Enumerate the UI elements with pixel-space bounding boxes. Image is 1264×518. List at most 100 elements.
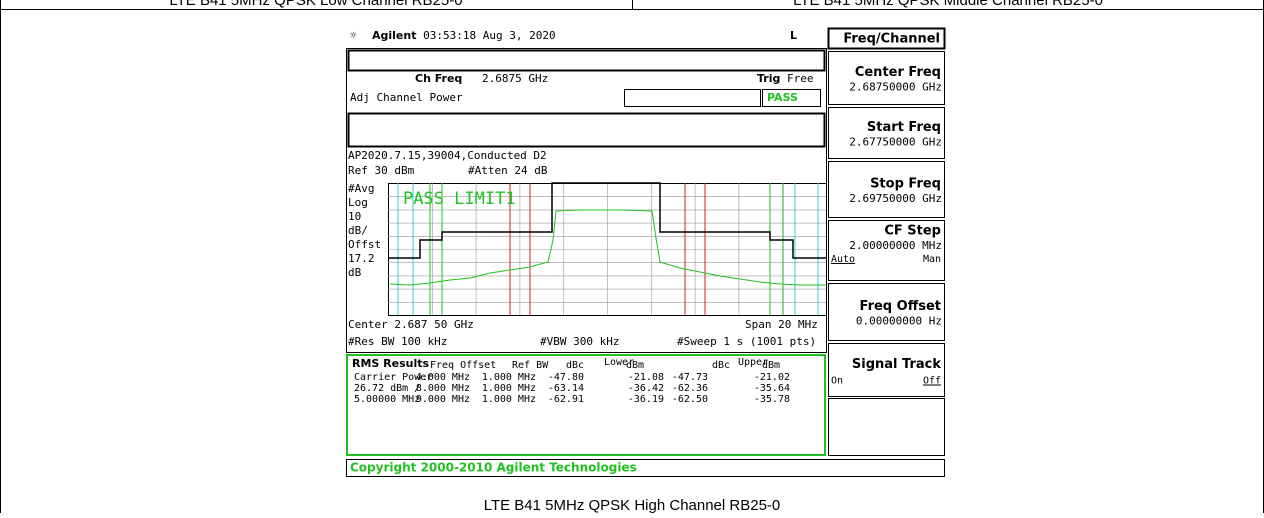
pass-flag: PASS [767, 91, 798, 104]
y-label: 17.2 [348, 252, 375, 265]
softkey [828, 51, 945, 105]
softkey-label: Center Freq [855, 65, 941, 80]
result-cell: -36.19 [628, 394, 664, 405]
timestamp: 03:53:18 Aug 3, 2020 [423, 29, 555, 42]
column-header: Lower [604, 357, 634, 368]
copyright-bar [346, 459, 945, 477]
column-header: dBc [712, 360, 730, 371]
result-cell: -47.73 [672, 372, 708, 383]
status: Agilent 03:53:18 Aug 3, 2020 [372, 29, 556, 42]
box [347, 112, 826, 148]
softkey-value: 2.68750000 GHz [849, 81, 942, 94]
label: Ch Freq [415, 72, 462, 85]
span: Span 20 MHz [745, 318, 818, 331]
softkey-value: 2.00000000 MHz [849, 239, 942, 252]
carrier-info: 26.72 dBm / [354, 383, 420, 394]
softkey-value: 2.69750000 GHz [849, 192, 942, 205]
result-cell: -21.08 [628, 372, 664, 383]
result-cell: -47.80 [548, 372, 584, 383]
vbw: #VBW 300 kHz [540, 335, 619, 348]
softkey [828, 283, 945, 341]
y-label: Log [348, 196, 368, 209]
result-cell: -35.78 [754, 394, 790, 405]
label: Trig Free [757, 72, 814, 85]
box [624, 89, 761, 107]
softkey-label: Stop Freq [870, 177, 941, 192]
menu-title-box [827, 27, 946, 50]
y-label: dB/ [348, 224, 368, 237]
y-label: Offst [348, 238, 381, 251]
value: 2.6875 GHz [482, 72, 548, 85]
ref-level: Ref 30 dBm [348, 164, 415, 177]
carrier-info: 5.00000 MHz [354, 394, 420, 405]
softkey-option: Off [923, 376, 941, 387]
result-cell: 1.000 MHz [482, 383, 536, 394]
limit-line [388, 182, 826, 259]
brand: Agilent [372, 29, 416, 42]
column-header: Ref BW [512, 360, 549, 371]
icon: ☼ [350, 29, 357, 42]
column-header: dBm [626, 360, 644, 371]
result-cell: -63.14 [548, 383, 584, 394]
column-header: dBm [762, 360, 780, 371]
softkey-option: Auto [831, 254, 855, 265]
softkey-label: Start Freq [867, 120, 941, 135]
softkey-label: Freq Offset [860, 299, 941, 314]
softkey-value: 2.67750000 GHz [849, 136, 942, 149]
value: Free [787, 72, 814, 85]
cell-caption: LTE B41 5MHz QPSK Low Channel RB25-0 [169, 0, 462, 9]
results-box [346, 354, 826, 456]
softkey-option: On [831, 376, 843, 387]
analyzer-screen: ☼ Agilent 03:53:18 Aug 3, 2020 L Ch Freq… [346, 27, 946, 477]
result-cell: -21.02 [754, 372, 790, 383]
y-label: 10 [348, 210, 361, 223]
result-cell: 1.000 MHz [482, 372, 536, 383]
softkey-value: 0.00000000 Hz [856, 315, 942, 328]
softkey [828, 398, 945, 456]
copyright: Copyright 2000-2010 Agilent Technologies [350, 461, 637, 475]
annotation: AP2020.7.15,39004,Conducted D2 [348, 149, 547, 162]
softkey [828, 343, 945, 397]
result-cell: 9.000 MHz [416, 394, 470, 405]
result-cell: 4.000 MHz [416, 372, 470, 383]
sweep: #Sweep 1 s (1001 pts) [677, 335, 816, 348]
result-cell: -35.64 [754, 383, 790, 394]
column-header: Upper [738, 357, 768, 368]
column-header: dBc [566, 360, 584, 371]
box [347, 49, 826, 72]
rbw: #Res BW 100 kHz [348, 335, 447, 348]
result-cell: -62.36 [672, 383, 708, 394]
y-labels: #Avg Log 10 dB/ Offst 17.2 dB [348, 182, 381, 279]
column-header: Freq Offset [430, 360, 496, 371]
softkey [828, 220, 945, 281]
spectrum-graph [388, 183, 827, 316]
carrier-info: Carrier Power [354, 372, 432, 383]
pass-limit: PASS LIMIT1 [403, 189, 516, 209]
center-freq: Center 2.687 50 GHz [348, 318, 474, 331]
caption: LTE B41 5MHz QPSK High Channel RB25-0 [484, 497, 781, 513]
measurement: Adj Channel Power [350, 91, 463, 104]
softkey [828, 107, 945, 159]
result-cell: -62.50 [672, 394, 708, 405]
menu-title: Freq/Channel [843, 32, 940, 47]
status-flag: L [790, 29, 797, 42]
softkey-label: Signal Track [852, 357, 941, 372]
results-title: RMS Results [352, 357, 430, 370]
result-cell: 8.000 MHz [416, 383, 470, 394]
softkey-option: Man [923, 254, 941, 265]
softkey-label: CF Step [884, 224, 941, 239]
y-label: #Avg [348, 182, 375, 195]
atten: #Atten 24 dB [468, 164, 548, 177]
result-cell: -36.42 [628, 383, 664, 394]
result-cell: -62.91 [548, 394, 584, 405]
softkey [828, 161, 945, 218]
cell-caption: LTE B41 5MHz QPSK Middle Channel RB25-0 [793, 0, 1103, 9]
trace [389, 209, 826, 286]
y-label: dB [348, 266, 362, 279]
result-cell: 1.000 MHz [482, 394, 536, 405]
label: Trig [757, 72, 780, 85]
box [762, 89, 821, 107]
